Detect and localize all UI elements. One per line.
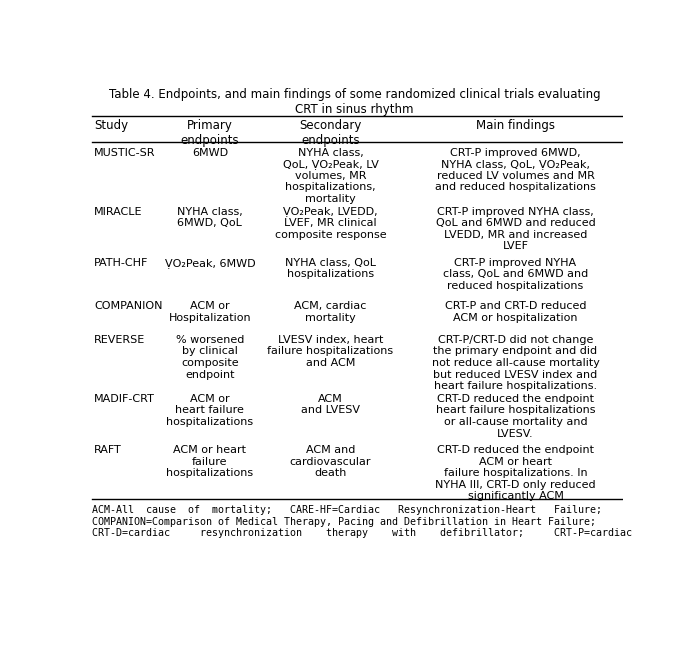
Text: PATH-CHF: PATH-CHF [94, 258, 148, 268]
Text: MUSTIC-SR: MUSTIC-SR [94, 148, 156, 158]
Text: CRT-P and CRT-D reduced
ACM or hospitalization: CRT-P and CRT-D reduced ACM or hospitali… [445, 302, 586, 323]
Text: ACM or
Hospitalization: ACM or Hospitalization [169, 302, 251, 323]
Text: Main findings: Main findings [476, 119, 555, 132]
Text: ACM-All  cause  of  mortality;   CARE-HF=Cardiac   Resynchronization-Heart   Fai: ACM-All cause of mortality; CARE-HF=Card… [92, 505, 632, 538]
Text: CRT-P improved 6MWD,
NYHA class, QoL, ṾO₂Peak,
reduced LV volumes and MR
and red: CRT-P improved 6MWD, NYHA class, QoL, ṾO… [435, 148, 596, 192]
Text: ACM or
heart failure
hospitalizations: ACM or heart failure hospitalizations [166, 394, 253, 427]
Text: Study: Study [94, 119, 128, 132]
Text: ACM or heart
failure
hospitalizations: ACM or heart failure hospitalizations [166, 445, 253, 478]
Text: Primary
endpoints: Primary endpoints [181, 119, 239, 147]
Text: COMPANION: COMPANION [94, 302, 163, 312]
Text: MIRACLE: MIRACLE [94, 206, 143, 216]
Text: ṾO₂Peak, LVEDD,
LVEF, MR clinical
composite response: ṾO₂Peak, LVEDD, LVEF, MR clinical compos… [275, 206, 386, 240]
Text: ACM
and LVESV: ACM and LVESV [301, 394, 360, 416]
Text: RAFT: RAFT [94, 445, 122, 455]
Text: NYHA class, QoL
hospitalizations: NYHA class, QoL hospitalizations [285, 258, 376, 280]
Text: ACM, cardiac
mortality: ACM, cardiac mortality [294, 302, 367, 323]
Text: % worsened
by clinical
composite
endpoint: % worsened by clinical composite endpoin… [176, 335, 244, 380]
Text: CRT-P improved NYHA class,
QoL and 6MWD and reduced
LVEDD, MR and increased
LVEF: CRT-P improved NYHA class, QoL and 6MWD … [436, 206, 595, 251]
Text: 6MWD: 6MWD [192, 148, 228, 158]
Text: CRT-D reduced the endpoint
ACM or heart
failure hospitalizations. In
NYHA III, C: CRT-D reduced the endpoint ACM or heart … [435, 445, 596, 501]
Text: REVERSE: REVERSE [94, 335, 145, 345]
Text: Secondary
endpoints: Secondary endpoints [300, 119, 362, 147]
Text: LVESV index, heart
failure hospitalizations
and ACM: LVESV index, heart failure hospitalizati… [267, 335, 394, 368]
Text: NYHA class,
6MWD, QoL: NYHA class, 6MWD, QoL [177, 206, 243, 228]
Text: ACM and
cardiovascular
death: ACM and cardiovascular death [290, 445, 372, 478]
Text: CRT-P/CRT-D did not change
the primary endpoint and did
not reduce all-cause mor: CRT-P/CRT-D did not change the primary e… [432, 335, 599, 391]
Text: ṾO₂Peak, 6MWD: ṾO₂Peak, 6MWD [165, 258, 255, 268]
Text: CRT-P improved NYHA
class, QoL and 6MWD and
reduced hospitalizations: CRT-P improved NYHA class, QoL and 6MWD … [443, 258, 588, 291]
Text: MADIF-CRT: MADIF-CRT [94, 394, 155, 404]
Text: NYHA class,
QoL, ṾO₂Peak, LV
volumes, MR
hospitalizations,
mortality: NYHA class, QoL, ṾO₂Peak, LV volumes, MR… [282, 148, 379, 204]
Text: Table 4. Endpoints, and main findings of some randomized clinical trials evaluat: Table 4. Endpoints, and main findings of… [109, 88, 601, 116]
Text: CRT-D reduced the endpoint
heart failure hospitalizations
or all-cause mortality: CRT-D reduced the endpoint heart failure… [436, 394, 595, 439]
